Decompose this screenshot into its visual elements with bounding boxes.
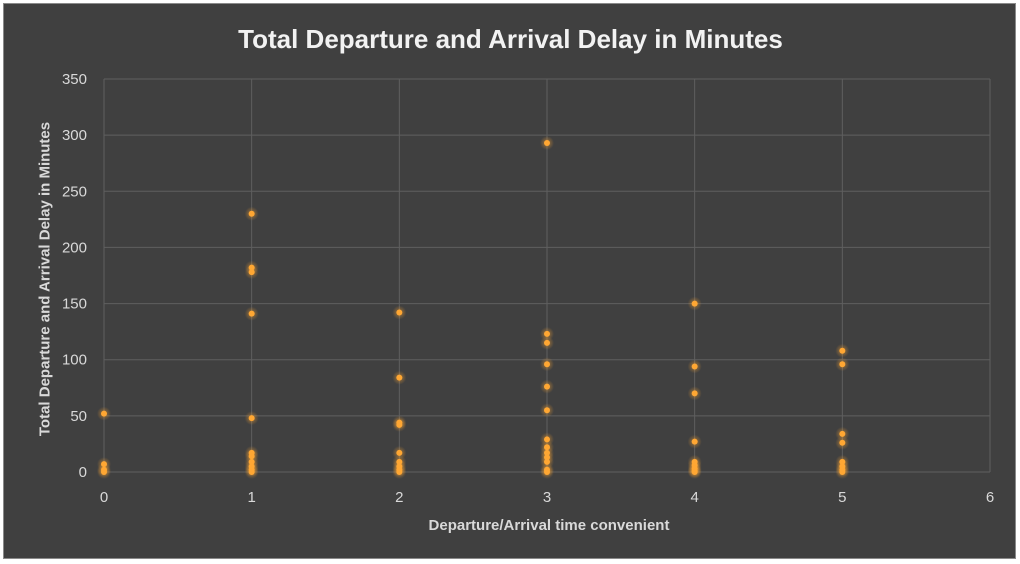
x-tick-label: 5 (838, 489, 846, 506)
data-point-marker (396, 469, 403, 475)
data-point (244, 306, 259, 321)
data-point-marker (396, 309, 403, 316)
data-point (540, 465, 554, 479)
data-point (97, 406, 111, 421)
data-point (244, 411, 259, 426)
data-point-marker (544, 330, 550, 337)
data-point (392, 370, 407, 385)
data-point-marker (248, 310, 255, 317)
data-point-marker (544, 469, 550, 475)
x-tick-label: 1 (247, 489, 255, 506)
data-point (540, 379, 554, 394)
data-points (97, 136, 850, 479)
data-point-marker (544, 140, 550, 147)
y-tick-label: 50 (70, 408, 87, 425)
data-point-marker (248, 269, 255, 276)
data-point (392, 465, 407, 479)
data-point-marker (396, 449, 403, 456)
data-point-marker (839, 430, 846, 437)
data-point (835, 435, 850, 450)
data-point-marker (544, 361, 550, 368)
chart-area: Total Departure and Arrival Delay in Min… (3, 3, 1016, 559)
data-point (392, 417, 407, 432)
y-tick-label: 300 (62, 127, 87, 144)
data-point-marker (691, 390, 698, 397)
data-point (540, 403, 554, 418)
data-point (244, 465, 259, 479)
data-point (244, 265, 259, 280)
data-point (835, 343, 850, 358)
x-tick-label: 3 (543, 489, 551, 506)
data-point-marker (839, 439, 846, 446)
y-tick-label: 350 (62, 71, 87, 88)
data-point (540, 136, 554, 151)
y-tick-label: 100 (62, 352, 87, 369)
y-tick-label: 200 (62, 239, 87, 256)
data-point-marker (691, 438, 698, 445)
data-point (540, 335, 554, 350)
data-point-marker (691, 300, 698, 307)
data-point (835, 465, 850, 479)
data-point-marker (839, 469, 846, 475)
axes: 0 50 100 150 200 250 300 350 0 1 2 3 4 5 6 (62, 71, 994, 506)
data-point (687, 296, 702, 311)
x-axis-label: Departure/Arrival time convenient (428, 517, 670, 534)
data-point (687, 465, 702, 479)
data-point-marker (544, 383, 550, 390)
x-tick-label: 2 (395, 489, 403, 506)
data-point-marker (396, 374, 403, 381)
data-point (97, 465, 111, 479)
data-point (687, 386, 702, 401)
x-tick-label: 4 (690, 489, 698, 506)
data-point-marker (839, 347, 846, 354)
data-point-marker (691, 469, 698, 475)
y-tick-label: 250 (62, 183, 87, 200)
data-point (835, 357, 850, 372)
chart-title: Total Departure and Arrival Delay in Min… (238, 24, 783, 54)
data-point-marker (544, 407, 550, 414)
data-point (392, 305, 407, 320)
data-point (687, 359, 702, 374)
x-tick-label: 0 (100, 489, 108, 506)
data-point (244, 206, 259, 221)
y-tick-label: 150 (62, 296, 87, 313)
data-point-marker (101, 410, 107, 417)
data-point-marker (248, 469, 255, 475)
data-point-marker (396, 421, 403, 428)
data-point-marker (248, 210, 255, 217)
data-point-marker (248, 415, 255, 422)
x-tick-label: 6 (986, 489, 994, 506)
y-tick-label: 0 (79, 464, 87, 481)
data-point-marker (101, 469, 107, 475)
data-point (687, 434, 702, 449)
data-point (540, 357, 554, 372)
data-point-marker (691, 363, 698, 370)
data-point-marker (839, 361, 846, 368)
data-point-marker (544, 339, 550, 346)
